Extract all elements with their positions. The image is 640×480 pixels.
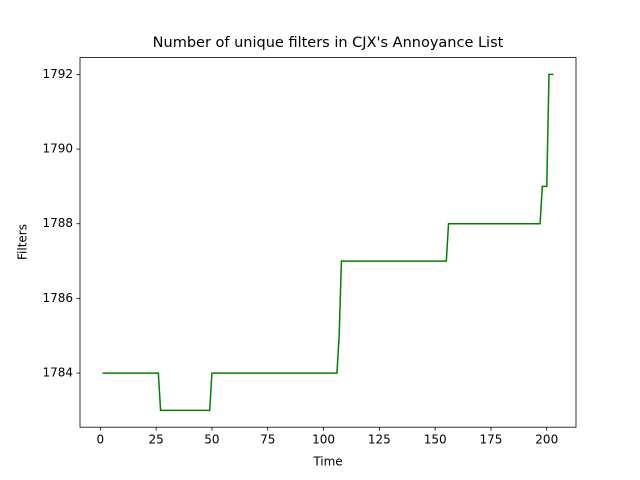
x-tick-label: 100 [312,433,335,447]
y-tick-label: 1788 [42,216,73,230]
x-tick-label: 200 [535,433,558,447]
y-tick-label: 1790 [42,142,73,156]
x-tick-label: 25 [148,433,163,447]
y-tick-label: 1786 [42,291,73,305]
x-tick-label: 0 [96,433,104,447]
y-tick-label: 1792 [42,67,73,81]
y-axis-label: Filters [16,224,30,260]
x-tick-label: 175 [479,433,502,447]
x-tick-label: 75 [260,433,275,447]
x-tick-label: 125 [368,433,391,447]
x-tick-label: 150 [424,433,447,447]
x-axis-label: Time [312,455,342,469]
axes-frame [79,57,577,428]
x-tick-label: 50 [204,433,219,447]
chart-title: Number of unique filters in CJX's Annoya… [153,35,504,51]
y-tick-label: 1784 [42,366,73,380]
data-line [102,73,554,412]
